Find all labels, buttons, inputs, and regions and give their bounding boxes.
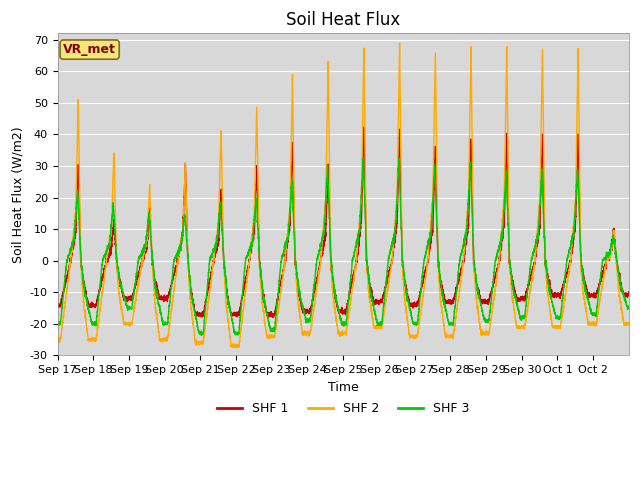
Text: VR_met: VR_met (63, 43, 116, 56)
SHF 1 (83, 294, 90, 300)
SHF 2 (260, 318, 268, 324)
SHF 1 (360, 124, 368, 130)
SHF 3 (234, 332, 242, 338)
SHF 1 (625, 289, 633, 295)
SHF 1 (477, 301, 485, 307)
SHF 3 (54, 320, 61, 326)
SHF 3 (359, 155, 367, 160)
Line: SHF 3: SHF 3 (58, 157, 629, 335)
SHF 1 (417, 287, 424, 293)
SHF 1 (264, 314, 272, 320)
SHF 2 (508, 291, 516, 297)
SHF 3 (417, 290, 424, 296)
Title: Soil Heat Flux: Soil Heat Flux (286, 11, 401, 29)
Y-axis label: Soil Heat Flux (W/m2): Soil Heat Flux (W/m2) (11, 126, 24, 263)
SHF 2 (54, 337, 61, 343)
SHF 3 (260, 297, 268, 303)
SHF 3 (625, 304, 633, 310)
SHF 3 (508, 276, 516, 282)
SHF 2 (392, 212, 399, 217)
SHF 2 (417, 312, 424, 317)
SHF 1 (260, 294, 268, 300)
SHF 2 (625, 320, 633, 326)
SHF 3 (83, 295, 90, 300)
SHF 1 (54, 301, 61, 307)
SHF 2 (396, 40, 403, 46)
X-axis label: Time: Time (328, 381, 358, 394)
SHF 3 (392, 219, 399, 225)
SHF 2 (83, 320, 90, 326)
SHF 3 (477, 301, 485, 307)
SHF 1 (392, 229, 399, 235)
Line: SHF 1: SHF 1 (58, 127, 629, 317)
SHF 1 (508, 279, 516, 285)
Line: SHF 2: SHF 2 (58, 43, 629, 348)
SHF 2 (230, 345, 237, 350)
SHF 2 (477, 332, 485, 338)
Legend: SHF 1, SHF 2, SHF 3: SHF 1, SHF 2, SHF 3 (212, 397, 474, 420)
